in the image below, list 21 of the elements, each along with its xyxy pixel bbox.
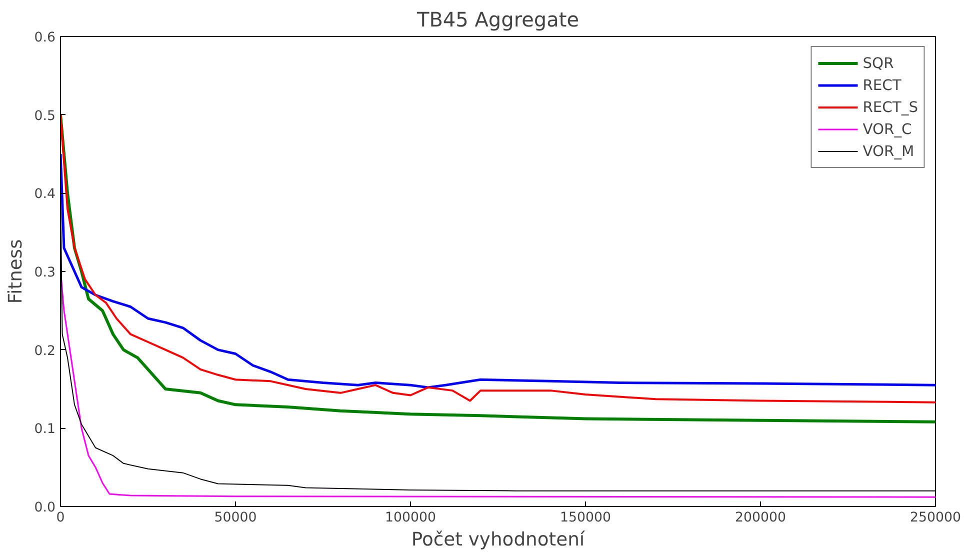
- y-tick-label: 0.5: [34, 108, 56, 124]
- legend-label: RECT: [862, 76, 902, 94]
- x-tick-label: 50000: [214, 510, 257, 526]
- y-tick-label: 0.0: [34, 500, 56, 516]
- x-tick-label: 150000: [560, 510, 611, 526]
- x-axis-title: Počet vyhodnotení: [411, 530, 586, 550]
- legend-label: VOR_C: [862, 120, 912, 138]
- y-tick-label: 0.6: [34, 30, 56, 46]
- y-tick-label: 0.4: [34, 187, 56, 202]
- x-tick-label: 0: [56, 510, 65, 526]
- y-axis-title: Fitness: [5, 239, 26, 304]
- legend-label: RECT_S: [862, 98, 918, 116]
- y-tick-label: 0.1: [34, 422, 56, 438]
- x-tick-label: 250000: [910, 510, 961, 526]
- legend-label: SQR: [862, 54, 894, 72]
- y-tick-label: 0.3: [34, 266, 56, 280]
- x-tick-label: 200000: [735, 510, 786, 526]
- x-tick-label: 100000: [385, 510, 436, 526]
- y-tick-label: 0.2: [34, 344, 56, 359]
- legend-label: VOR_M: [862, 142, 914, 160]
- chart-title: TB45 Aggregate: [416, 8, 580, 32]
